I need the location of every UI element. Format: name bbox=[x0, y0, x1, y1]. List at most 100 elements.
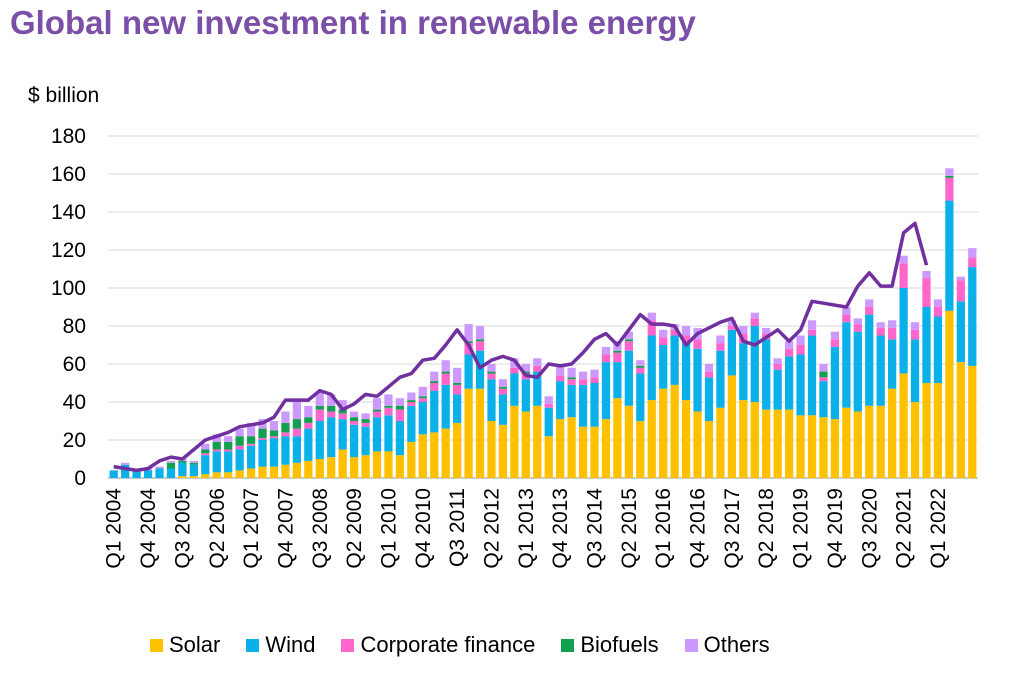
bar-segment-others bbox=[212, 434, 221, 442]
x-tick-label: Q1 2013 bbox=[515, 488, 538, 569]
bar-segment-biofuels bbox=[624, 339, 633, 342]
bar-segment-corporate-finance bbox=[899, 263, 908, 288]
bar-segment-solar bbox=[212, 472, 221, 478]
bar-segment-solar bbox=[556, 419, 565, 478]
bar-segment-corporate-finance bbox=[784, 348, 794, 357]
bar-segment-solar bbox=[418, 434, 427, 478]
x-tick-label: Q1 2022 bbox=[927, 488, 950, 569]
bar-segment-wind bbox=[464, 354, 473, 389]
bar-segment-solar bbox=[784, 409, 794, 478]
bar-segment-biofuels bbox=[453, 383, 462, 385]
bar-segment-wind bbox=[533, 371, 542, 406]
bar-segment-corporate-finance bbox=[910, 329, 920, 340]
bar-segment-corporate-finance bbox=[876, 327, 885, 336]
legend-swatch-others bbox=[684, 638, 698, 652]
bar-segment-others bbox=[418, 386, 427, 397]
bar-segment-solar bbox=[659, 388, 668, 478]
bar-segment-solar bbox=[453, 422, 462, 478]
bar-segment-others bbox=[166, 460, 176, 463]
x-tick-label: Q2 2012 bbox=[481, 488, 504, 569]
bar-segment-corporate-finance bbox=[647, 320, 656, 336]
x-tick-label: Q4 2004 bbox=[137, 488, 160, 569]
bar-segment-biofuels bbox=[945, 175, 954, 178]
bar-segment-solar bbox=[739, 400, 748, 478]
grid-lines bbox=[108, 135, 978, 479]
bar-segment-corporate-finance bbox=[349, 421, 359, 425]
bar-segment-solar bbox=[304, 460, 313, 478]
bar-segment-others bbox=[933, 299, 943, 307]
y-axis-label: $ billion bbox=[28, 84, 99, 107]
bar-segment-others bbox=[246, 422, 256, 437]
bar-segment-solar bbox=[647, 400, 656, 478]
bar-segment-biofuels bbox=[269, 430, 279, 437]
bar-segment-wind bbox=[956, 301, 965, 363]
bar-segment-biofuels bbox=[361, 419, 370, 423]
bar-segment-wind bbox=[407, 405, 416, 442]
bar-segment-others bbox=[327, 394, 336, 406]
bar-segment-biofuels bbox=[235, 436, 244, 446]
bar-segment-corporate-finance bbox=[842, 314, 851, 323]
x-tick-label: Q2 2009 bbox=[343, 488, 366, 569]
bar-segment-biofuels bbox=[395, 405, 405, 410]
x-tick-label: Q1 2007 bbox=[240, 488, 263, 569]
bar-segment-wind bbox=[876, 335, 885, 406]
bar-segment-corporate-finance bbox=[853, 324, 862, 332]
bar-segment-biofuels bbox=[166, 462, 176, 469]
bar-segment-biofuels bbox=[246, 436, 256, 444]
bar-segment-others bbox=[521, 364, 530, 372]
bar-segment-wind bbox=[796, 354, 805, 416]
x-tick-label: Q1 2016 bbox=[652, 488, 675, 569]
x-tick-label: Q4 2010 bbox=[412, 488, 435, 569]
bar-segment-others bbox=[624, 331, 633, 340]
bar-segment-biofuels bbox=[178, 460, 187, 463]
bar-segment-corporate-finance bbox=[830, 339, 840, 347]
bar-segment-wind bbox=[590, 383, 599, 427]
bar-segment-wind bbox=[384, 415, 393, 452]
bar-segment-others bbox=[201, 443, 210, 450]
x-tick-label: Q2 2021 bbox=[893, 488, 916, 569]
bar-segment-biofuels bbox=[201, 449, 210, 454]
bar-segment-others bbox=[922, 270, 931, 279]
bar-segment-others bbox=[704, 364, 714, 372]
legend-swatch-solar bbox=[150, 638, 163, 652]
bar-segment-biofuels bbox=[498, 386, 508, 389]
bar-segment-corporate-finance bbox=[865, 307, 874, 315]
bar-segment-others bbox=[361, 413, 370, 420]
bar-segment-solar bbox=[372, 451, 382, 478]
bar-segment-wind bbox=[315, 421, 324, 459]
bar-segment-others bbox=[750, 312, 759, 319]
bar-segment-others bbox=[647, 312, 656, 321]
x-tick-label: Q4 2019 bbox=[824, 488, 847, 569]
x-tick-labels: Q1 2004 Q4 2004 Q3 2005 Q2 2006 Q1 2007 Q4 20… bbox=[103, 488, 950, 569]
bar-segment-corporate-finance bbox=[601, 354, 611, 363]
bar-segment-corporate-finance bbox=[201, 453, 210, 456]
bar-segment-solar bbox=[544, 436, 553, 478]
bar-segment-biofuels bbox=[338, 409, 347, 414]
bar-segment-others bbox=[304, 405, 313, 418]
bar-segment-wind bbox=[567, 384, 576, 418]
bar-segment-wind bbox=[556, 381, 565, 420]
bar-segment-solar bbox=[567, 417, 576, 478]
bar-segment-others bbox=[556, 365, 565, 376]
bar-segment-solar bbox=[464, 388, 473, 478]
bar-segment-solar bbox=[876, 405, 885, 478]
bar-segment-wind bbox=[578, 384, 588, 427]
bar-segment-corporate-finance bbox=[258, 438, 267, 440]
bar-segment-biofuels bbox=[430, 381, 439, 383]
legend-label-others: Others bbox=[703, 632, 770, 657]
bar-segment-biofuels bbox=[636, 365, 645, 368]
bar-segment-solar bbox=[796, 415, 805, 478]
bar-segment-biofuels bbox=[315, 405, 324, 410]
bar-segment-wind bbox=[189, 464, 198, 477]
x-tick-label: Q4 2013 bbox=[549, 488, 572, 569]
bar-segment-solar bbox=[968, 365, 977, 478]
bar-segment-biofuels bbox=[418, 396, 427, 399]
bar-segment-wind bbox=[143, 470, 153, 478]
bar-segment-biofuels bbox=[224, 441, 233, 450]
bar-segment-corporate-finance bbox=[670, 329, 679, 336]
bar-segment-solar bbox=[361, 455, 370, 478]
bar-segment-wind bbox=[704, 377, 714, 421]
bar-segment-others bbox=[842, 307, 851, 315]
bar-segment-wind bbox=[899, 288, 908, 374]
x-tick-label: Q3 2005 bbox=[171, 488, 194, 569]
